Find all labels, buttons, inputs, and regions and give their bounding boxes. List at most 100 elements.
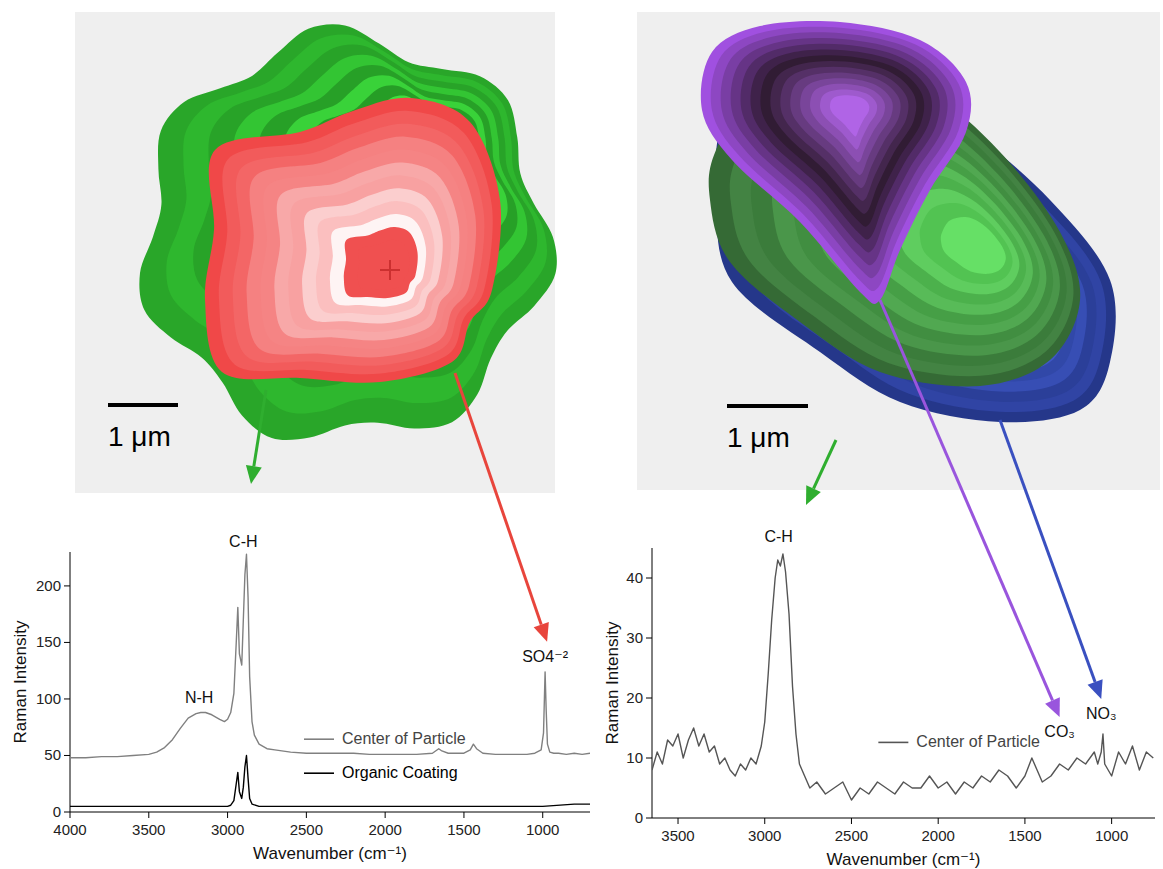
x-tick [70, 812, 71, 818]
legend-swatch [304, 772, 334, 774]
peak-label: C-H [229, 533, 257, 550]
x-tick-label: 4000 [53, 821, 86, 838]
x-axis [70, 812, 590, 813]
peak-label: C-H [764, 528, 792, 545]
map-sulfate-region [233, 124, 485, 366]
y-tick [64, 585, 70, 586]
map-sulfate-region [205, 98, 501, 383]
x-tick [463, 812, 464, 818]
x-tick [1111, 818, 1112, 824]
y-tick-label: 40 [626, 569, 643, 586]
x-tick-label: 3000 [211, 821, 244, 838]
x-tick-label: 1500 [1008, 827, 1041, 844]
y-tick-label: 10 [626, 749, 643, 766]
map-carbonate-region [770, 61, 916, 214]
legend: Center of Particle [878, 733, 1040, 750]
map-sulfate-region [302, 188, 443, 323]
plot-area [70, 554, 590, 806]
figure: 1 μm1 μm40003500300025002000150010000501… [0, 0, 1163, 869]
legend-label: Organic Coating [342, 764, 458, 781]
y-tick-label: 0 [635, 809, 643, 826]
x-tick [227, 812, 228, 818]
x-tick [542, 812, 543, 818]
arrow-head [1045, 697, 1060, 717]
map-center-marker [380, 260, 400, 280]
x-tick [938, 818, 939, 824]
y-tick-label: 0 [53, 803, 61, 820]
scale-bar [727, 404, 808, 408]
y-tick [646, 638, 652, 639]
x-tick-label: 3500 [132, 821, 165, 838]
raman-map-right: 1 μm [637, 12, 1160, 490]
arrow [1000, 420, 1103, 699]
x-tick [148, 812, 149, 818]
scale-label: 1 μm [727, 422, 790, 453]
map-carbonate-region [810, 84, 885, 162]
plot-area [652, 554, 1153, 800]
map-background [637, 12, 1160, 490]
arrow-shaft [880, 300, 1052, 700]
x-tick-label: 2500 [290, 821, 323, 838]
map-sulfate-region [358, 240, 410, 290]
y-tick [64, 755, 70, 756]
arrow-head [1088, 679, 1103, 699]
chart: 350030002500200015001000010203040Wavenum… [603, 528, 1156, 869]
map-sulfate-region [260, 149, 467, 348]
x-tick-label: 3500 [661, 827, 694, 844]
arrow-head [534, 622, 549, 642]
x-tick-label: 2500 [835, 827, 868, 844]
map-carbonate-region [830, 95, 869, 136]
legend: Center of Particle Organic Coating [304, 730, 466, 781]
y-tick-label: 200 [36, 577, 61, 594]
map-organic-region [920, 203, 1013, 284]
y-axis [652, 548, 653, 818]
map-sulfate-region [274, 162, 459, 340]
x-tick [851, 818, 852, 824]
y-axis-title: Raman Intensity [11, 620, 30, 743]
spectrum-line [70, 755, 590, 806]
raman-map-left: 1 μm [75, 12, 557, 493]
map-carbonate-region [711, 27, 964, 291]
x-tick-label: 1000 [526, 821, 559, 838]
x-axis-title: Wavenumber (cm⁻¹) [253, 844, 407, 863]
legend-label: Center of Particle [916, 733, 1040, 750]
x-tick [678, 818, 679, 824]
y-axis-title: Raman Intensity [603, 621, 622, 744]
map-carbonate-region [731, 38, 948, 265]
map-organic-region [193, 45, 537, 388]
peak-label: CO₃ [1044, 723, 1075, 740]
y-tick-label: 20 [626, 689, 643, 706]
y-tick-label: 100 [36, 690, 61, 707]
chart: 4000350030002500200015001000050100150200… [11, 533, 591, 863]
y-tick [646, 818, 652, 819]
arrow [806, 440, 836, 505]
y-tick [646, 578, 652, 579]
map-sulfate-region [316, 201, 434, 315]
legend-label: Center of Particle [342, 730, 466, 747]
arrow-shaft [455, 373, 541, 625]
legend-swatch [304, 738, 334, 740]
map-sulfate-region [344, 227, 418, 298]
map-organic-region [139, 24, 557, 440]
map-organic-region [166, 34, 547, 413]
x-tick [764, 818, 765, 824]
y-tick [646, 698, 652, 699]
map-carbonate-region [780, 67, 908, 201]
map-carbonate-region [701, 21, 971, 304]
peak-label: SO4⁻² [522, 648, 568, 665]
map-carbonate-region [750, 50, 932, 240]
map-organic-region [941, 217, 1006, 274]
arrow [246, 390, 266, 484]
x-tick-label: 3000 [748, 827, 781, 844]
scale-label: 1 μm [108, 421, 171, 452]
map-carbonate-region [760, 55, 924, 226]
x-tick-label: 2000 [368, 821, 401, 838]
x-axis [652, 818, 1155, 819]
map-carbonate-region [800, 78, 893, 175]
arrow-shaft [254, 390, 266, 466]
y-tick [64, 812, 70, 813]
map-carbonate-region [790, 72, 900, 188]
x-tick-label: 1000 [1095, 827, 1128, 844]
map-carbonate-region [820, 90, 877, 150]
peak-label: N-H [185, 689, 213, 706]
